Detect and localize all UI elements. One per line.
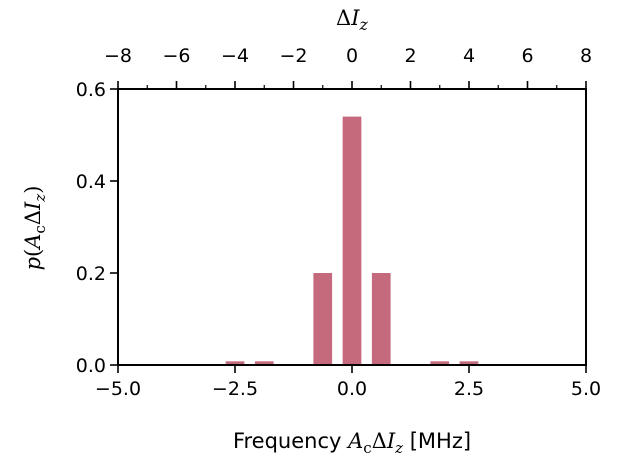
top-tick-label: 6 [521, 45, 533, 67]
x-tick-label: 2.5 [454, 378, 484, 400]
top-axis: −8 −6 −4 −2 0 2 4 6 8 [104, 45, 592, 89]
top-axis-title: ΔIz [336, 6, 368, 34]
bars-group [225, 116, 479, 365]
left-axis: 0.0 0.2 0.4 0.6 [76, 79, 118, 377]
top-tick-label: 8 [580, 45, 592, 67]
x-tick-label: 5.0 [571, 378, 601, 400]
top-tick-label: −2 [279, 45, 307, 67]
x-tick-label: −2.5 [212, 378, 258, 400]
bar [459, 361, 479, 365]
y-tick-label: 0.6 [76, 79, 106, 101]
top-tick-label: −4 [221, 45, 249, 67]
x-tick-label: 0.0 [337, 378, 367, 400]
x-tick-label: −5.0 [95, 378, 141, 400]
y-axis-title: p(AcΔIz) [21, 186, 49, 271]
bar [342, 116, 362, 365]
y-tick-label: 0.4 [76, 171, 106, 193]
bar [225, 361, 245, 365]
bar [371, 273, 391, 365]
x-axis-title: Frequency AcΔIz [MHz] [233, 429, 471, 456]
top-tick-label: 4 [463, 45, 475, 67]
y-tick-label: 0.0 [76, 355, 106, 377]
y-tick-label: 0.2 [76, 263, 106, 285]
bar [254, 361, 274, 365]
top-tick-label: −8 [104, 45, 132, 67]
bottom-axis: −5.0 −2.5 0.0 2.5 5.0 [95, 365, 601, 400]
bar [313, 273, 333, 365]
bar [430, 361, 450, 365]
top-tick-label: −6 [162, 45, 190, 67]
top-tick-label: 0 [346, 45, 358, 67]
top-tick-label: 2 [404, 45, 416, 67]
